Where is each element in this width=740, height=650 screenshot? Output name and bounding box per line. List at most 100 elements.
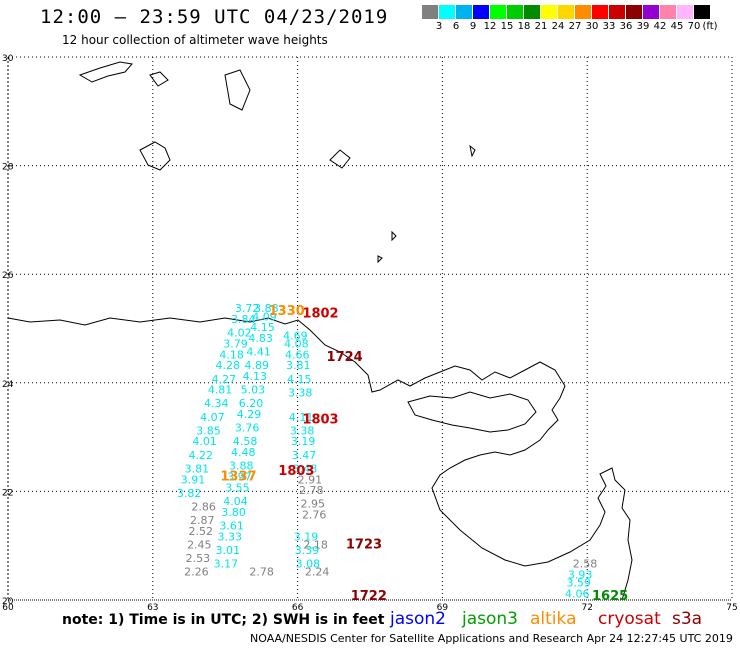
legend-swatch — [456, 5, 472, 19]
wave-height-value: 3.61 — [219, 519, 244, 532]
wave-height-value: 4.02 — [227, 327, 252, 340]
legend-tick: 24 — [551, 21, 565, 32]
legend-tick: 36 — [619, 21, 633, 32]
wave-height-value: 3.91 — [181, 473, 206, 486]
track-time-label: 1802 — [302, 307, 338, 322]
wave-height-value: 4.07 — [200, 411, 225, 424]
wave-height-value: 3.81 — [286, 359, 311, 372]
legend-tick: 45 — [670, 21, 684, 32]
wave-height-value: 2.86 — [191, 500, 216, 513]
legend-swatch — [660, 5, 676, 19]
mission-cryosat: cryosat — [598, 609, 661, 629]
legend-swatch — [507, 5, 523, 19]
lon-tick-label: 63 — [147, 603, 158, 613]
mission-jason2: jason2 — [390, 609, 446, 629]
coastline-gulf — [407, 391, 537, 433]
legend-swatch — [677, 5, 693, 19]
legend-tick: 33 — [602, 21, 616, 32]
track-time-label: 1803 — [302, 413, 338, 428]
lat-tick-label: 24 — [2, 380, 14, 390]
island-outline — [78, 61, 133, 83]
wave-height-value: 2.91 — [298, 473, 323, 486]
legend-tick: 6 — [452, 21, 460, 32]
lon-tick-label: 69 — [437, 603, 449, 613]
wave-height-value: 4.29 — [237, 408, 262, 421]
island-outline — [139, 141, 171, 171]
lat-tick-label: 28 — [2, 163, 14, 173]
wave-height-value: 4.18 — [219, 348, 244, 361]
wave-height-value: 3.85 — [196, 424, 221, 437]
legend-swatch — [626, 5, 642, 19]
track-time-label: 1337 — [220, 470, 256, 485]
wave-height-value: 3.88 — [254, 302, 279, 315]
wave-height-value: 3.76 — [235, 422, 260, 435]
legend-swatch — [439, 5, 455, 19]
wave-height-value: 2.78 — [249, 566, 273, 579]
wave-height-value: 2.52 — [189, 525, 214, 538]
wave-height-value: 3.72 — [235, 302, 260, 315]
wave-height-value: 2.24 — [305, 566, 330, 579]
wave-height-value: 2.53 — [186, 552, 211, 565]
wave-height-value: 3.17 — [214, 557, 239, 570]
footer-note: note: 1) Time is in UTC; 2) SWH is in fe… — [62, 612, 385, 628]
wave-height-value: 2.95 — [300, 498, 325, 511]
wave-height-value: 4.66 — [285, 348, 310, 361]
wave-height-value: 3.33 — [217, 530, 242, 543]
mission-altika: altika — [530, 609, 577, 629]
wave-height-value: 3.38 — [290, 424, 315, 437]
wave-height-value: 3.19 — [294, 530, 319, 543]
track-time-label: 1803 — [278, 464, 314, 479]
wave-height-value: 2.78 — [299, 484, 324, 497]
island-outline — [329, 149, 351, 169]
wave-height-value: 3.47 — [292, 449, 317, 462]
lon-tick-label: 72 — [581, 603, 592, 613]
track-time-label: 1722 — [351, 589, 387, 604]
legend-unit: (ft) — [702, 21, 718, 32]
altimeter-tracks: 3.723.844.023.794.184.284.274.814.344.07… — [177, 302, 597, 600]
coastline — [7, 61, 633, 601]
legend-swatch — [422, 5, 438, 19]
wave-height-value: 4.06 — [565, 587, 590, 600]
wave-height-value: 2.76 — [302, 509, 327, 522]
legend-swatch — [643, 5, 659, 19]
legend-tick: 15 — [500, 21, 514, 32]
wave-height-value: 3.59 — [566, 576, 591, 589]
wave-height-value: 4.11 — [289, 411, 314, 424]
wave-height-value: 4.15 — [287, 373, 312, 386]
coastline-north — [7, 317, 633, 601]
track-time-label: 1330 — [269, 304, 305, 319]
island-outline — [391, 230, 397, 242]
wave-height-value: 4.83 — [248, 332, 272, 345]
wave-height-value: 4.04 — [223, 495, 248, 508]
wave-height-value: 5.03 — [241, 384, 265, 397]
legend-tick: 9 — [469, 21, 477, 32]
legend-swatch — [694, 5, 710, 19]
wave-height-value: 3.97 — [227, 471, 252, 484]
wave-height-value: 3.93 — [568, 568, 593, 581]
legend-swatch — [609, 5, 625, 19]
wave-height-value: 3.38 — [288, 386, 313, 399]
wave-height-value: 3.82 — [177, 487, 202, 500]
wave-height-value: 4.89 — [245, 359, 269, 372]
wave-height-value: 3.81 — [185, 462, 210, 475]
wave-height-value: 4.01 — [192, 435, 217, 448]
lat-tick-label: 20 — [2, 597, 14, 607]
legend-tick: 21 — [534, 21, 548, 32]
wave-height-value: 4.41 — [246, 346, 270, 359]
legend-swatch — [541, 5, 557, 19]
wave-height-value: 4.27 — [212, 373, 237, 386]
wave-height-value: 4.28 — [216, 359, 241, 372]
legend-tick: 18 — [517, 21, 531, 32]
wave-height-value: 2.26 — [184, 566, 209, 579]
track-time-label: 1723 — [346, 537, 382, 552]
map-frame — [7, 56, 733, 601]
legend-tick: 12 — [483, 21, 497, 32]
wave-height-value: 3.84 — [231, 313, 256, 326]
wave-height-value: 3.19 — [291, 435, 316, 448]
wave-height-value: 4.58 — [233, 435, 258, 448]
island-outline — [377, 255, 383, 264]
lat-tick-label: 22 — [2, 488, 13, 498]
mission-s3a: s3a — [672, 609, 703, 629]
wave-height-value: 2.45 — [187, 538, 212, 551]
